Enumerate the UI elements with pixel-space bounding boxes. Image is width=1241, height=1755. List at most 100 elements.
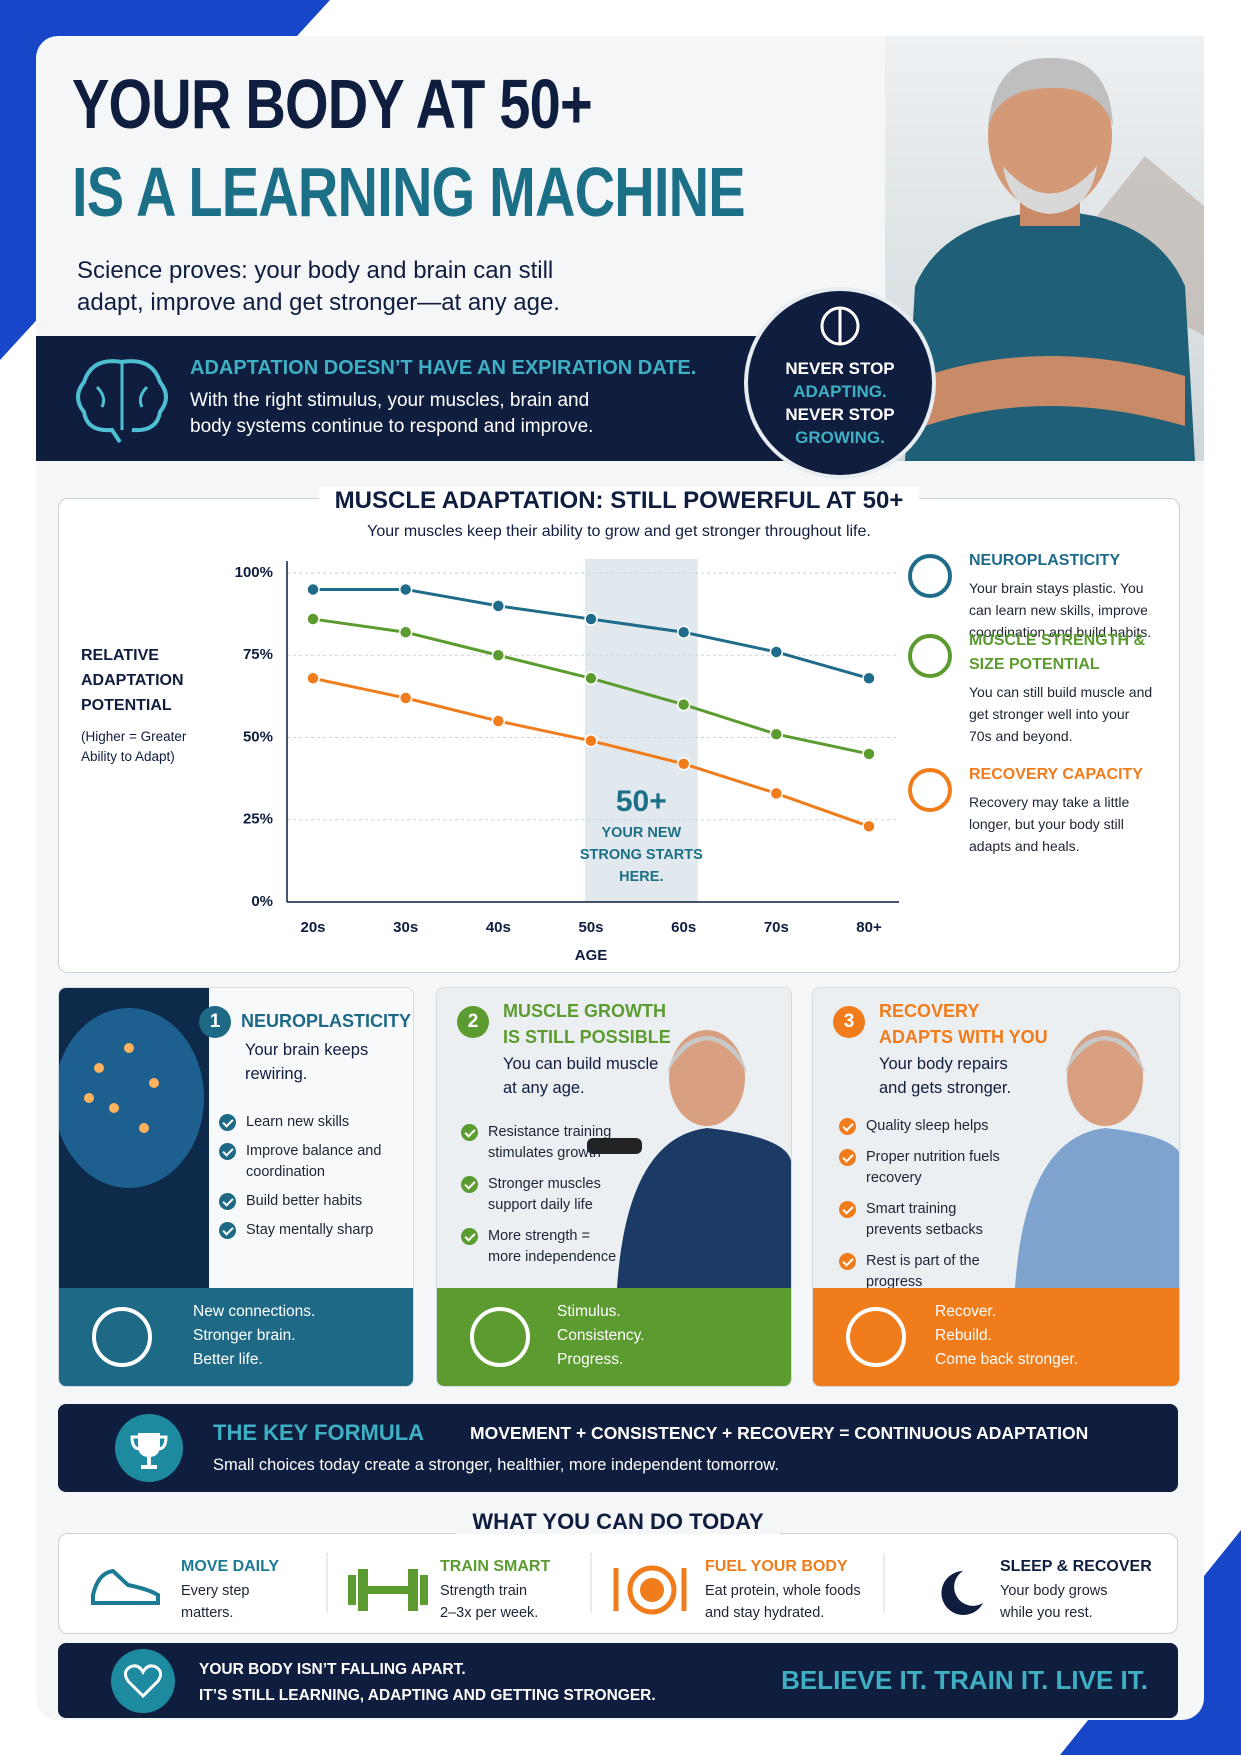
data-point (862, 747, 876, 761)
action: TRAIN SMART Strength train 2–3x per week. (440, 1558, 550, 1624)
legend: NEUROPLASTICITY Your brain stays plastic.… (905, 499, 1175, 972)
legend-description: Recovery may take a little longer, but y… (969, 794, 1130, 854)
data-point (491, 599, 506, 613)
footer-icon-ring (92, 1307, 152, 1367)
check-icon (219, 1193, 236, 1210)
x-tick-label: 40s (486, 919, 511, 936)
title-line: IS A LEARNING MACHINE (72, 153, 746, 231)
data-point (491, 714, 506, 728)
check-icon (461, 1228, 478, 1245)
y-tick-label: 100% (235, 564, 273, 581)
action-line: Your body grows (1000, 1583, 1108, 1599)
data-point (676, 697, 691, 712)
footer-icon-ring (846, 1307, 906, 1367)
card-item-text: Stay mentally sharp (246, 1222, 374, 1238)
card-item-text: Quality sleep helps (866, 1118, 989, 1134)
legend-name: NEUROPLASTICITY (969, 552, 1121, 569)
formula-text: Small choices today create a stronger, h… (213, 1456, 779, 1474)
data-point (676, 757, 691, 771)
subtitle: Science proves: your body and brain can … (77, 255, 560, 319)
legend-description: Your brain stays plastic. You can learn … (969, 580, 1152, 640)
chart-title-wrap: MUSCLE ADAPTATION: STILL POWERFUL AT 50+ (59, 487, 1179, 515)
highlight-band (585, 559, 698, 902)
card: 2 MUSCLE GROWTH IS STILL POSSIBLE You can b… (436, 987, 792, 1387)
card-footer-line: Recover. (935, 1303, 997, 1320)
x-tick-label: 50s (578, 919, 603, 936)
card-footer-line: Consistency. (557, 1327, 645, 1344)
banner-body: With the right stimulus, your muscles, b… (190, 388, 593, 440)
card-footer-line: Better life. (193, 1351, 263, 1368)
actions-title-wrap: WHAT YOU CAN DO TODAY (58, 1509, 1178, 1535)
y-tick-label: 0% (251, 893, 273, 910)
dumbbell (587, 1138, 642, 1154)
card-item: Quality sleep helps (839, 1116, 1004, 1137)
action: FUEL YOUR BODY Eat protein, whole foods an… (705, 1558, 861, 1624)
annotation-line: STRONG STARTS (580, 847, 703, 863)
check-icon (461, 1124, 478, 1141)
chart: 0% 25% 50% 75% 100% 20s 30s 40s 50s 60s 70s 80+ AGE 5… (235, 559, 899, 964)
man-photo (885, 36, 1204, 461)
data-point (584, 671, 598, 686)
card-item-text: Improve balance and coordination (246, 1143, 382, 1180)
card-footer-icon (846, 1307, 906, 1367)
card-footer-text: Recover. Rebuild. Come back stronger. (935, 1300, 1078, 1372)
neuron (124, 1043, 134, 1053)
data-point (306, 671, 320, 686)
data-point (769, 786, 784, 801)
badge: NEVER STOP ADAPTING. NEVER STOP GROWING. (744, 287, 936, 479)
action-line: 2–3x per week. (440, 1605, 539, 1621)
badge-line: NEVER STOP (785, 359, 895, 378)
card-item: Stronger muscles support daily life (461, 1174, 621, 1216)
legend-icon (908, 768, 952, 812)
card-item-text: Resistance training stimulates growth (488, 1124, 612, 1161)
action-title: TRAIN SMART (440, 1558, 551, 1575)
check-icon (219, 1143, 236, 1160)
data-point (769, 645, 784, 659)
y-tick-label: 25% (243, 811, 273, 828)
check-icon (461, 1176, 478, 1193)
action-title: MOVE DAILY (181, 1558, 280, 1575)
card-image (1015, 1030, 1179, 1288)
check-icon (839, 1253, 856, 1270)
card-title: MUSCLE GROWTH IS STILL POSSIBLE (503, 998, 671, 1050)
brain-icon (76, 359, 168, 444)
card-item: More strength = more independence (461, 1226, 621, 1268)
subtitle-line: Science proves: your body and brain can … (77, 257, 554, 284)
data-point (398, 691, 413, 705)
head (1067, 1030, 1143, 1126)
card-subtitle: Your body repairs and gets stronger. (879, 1055, 1012, 1097)
head (669, 1030, 745, 1126)
legend-swatch (908, 768, 952, 812)
card-footer-line: New connections. (193, 1303, 316, 1320)
x-tick-label: 70s (764, 919, 789, 936)
y-axis-note: (Higher = Greater Ability to Adapt) (81, 729, 187, 764)
card-footer-line: Rebuild. (935, 1327, 992, 1344)
data-point (398, 625, 413, 639)
legend-icon (908, 634, 952, 678)
card-item-text: Proper nutrition fuels recovery (866, 1149, 1000, 1186)
card-footer: New connections. Stronger brain. Better li… (59, 1288, 413, 1386)
card-footer-line: Progress. (557, 1351, 624, 1368)
card-item: Resistance training stimulates growth (461, 1122, 621, 1164)
formula-equation: MOVEMENT + CONSISTENCY + RECOVERY = CONT… (470, 1423, 1089, 1443)
y-tick-label: 75% (243, 646, 273, 663)
action-line: Strength train (440, 1583, 528, 1599)
check-icon (839, 1201, 856, 1218)
x-tick-label: 60s (671, 919, 696, 936)
card-items: Resistance training stimulates growth Str… (461, 1122, 621, 1268)
card-item: Proper nutrition fuels recovery (839, 1147, 1004, 1189)
formula-bar: THE KEY FORMULA MOVEMENT + CONSISTENCY +… (58, 1404, 1178, 1492)
data-point (862, 671, 876, 686)
data-point (306, 612, 320, 626)
annotation-line: HERE. (619, 869, 663, 885)
card-title-line: IS STILL POSSIBLE (503, 1027, 671, 1047)
card-items: Quality sleep helps Proper nutrition fuel… (839, 1116, 1004, 1293)
footer-line: IT’S STILL LEARNING, ADAPTING AND GETTIN… (199, 1687, 656, 1704)
body (617, 1128, 791, 1288)
card-title: RECOVERY ADAPTS WITH YOU (879, 998, 1048, 1050)
neuron (84, 1093, 94, 1103)
action-line: Every step (181, 1583, 250, 1599)
badge-line: ADAPTING. (793, 382, 887, 401)
title-line: YOUR BODY AT 50+ (72, 65, 593, 143)
card-item-text: Build better habits (246, 1193, 363, 1209)
